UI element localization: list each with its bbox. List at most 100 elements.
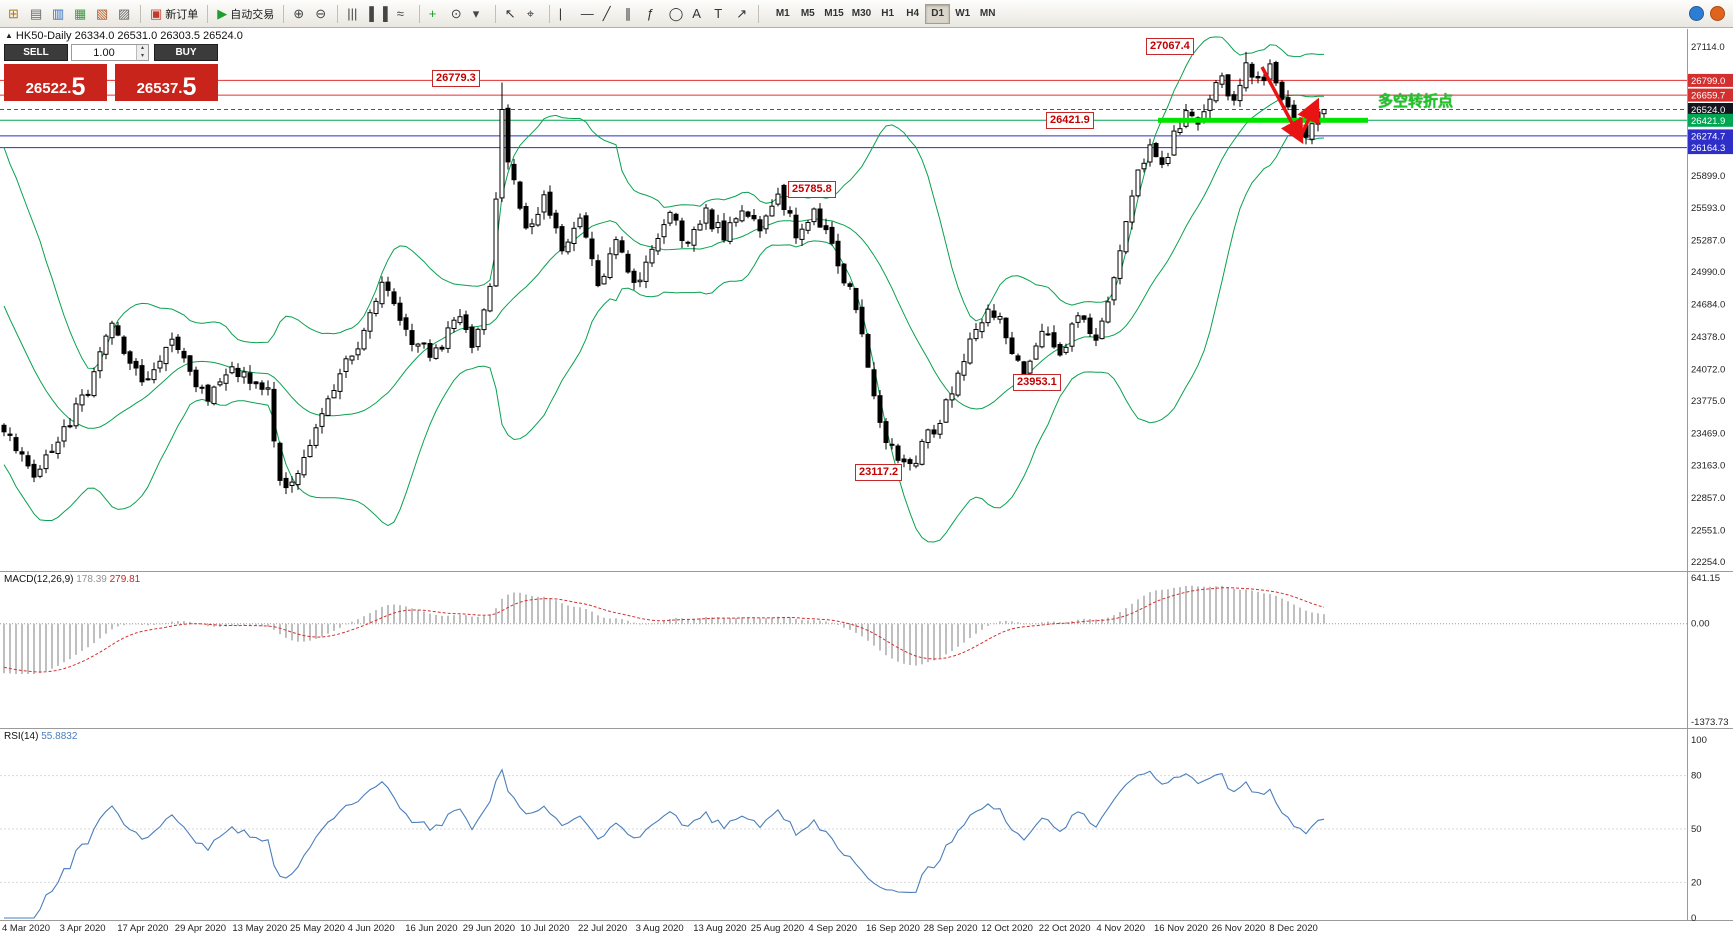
label-icon: T [714,6,723,21]
svg-text:23163.0: 23163.0 [1691,461,1725,472]
timeframe-mn[interactable]: MN [975,4,1000,24]
price-callout-26421.9[interactable]: 26421.9 [1046,112,1094,129]
timeframe-h1[interactable]: H1 [875,4,900,24]
terminal-icon[interactable]: ▨ [114,3,135,25]
bar-chart-icon[interactable]: ||| [343,3,364,25]
buy-price-display[interactable]: 26537. 5 [115,64,218,101]
one-click-trading-panel: SELL 1.00 ▴ ▾ BUY 26522. 5 26537. 5 [4,44,218,102]
svg-text:28 Sep 2020: 28 Sep 2020 [924,923,978,934]
new-order-button[interactable]: ▣ 新订单 [146,3,202,25]
trendline-icon[interactable]: ╱ [599,3,620,25]
toolbar-separator [207,4,209,23]
channel-icon: ∥ [624,6,632,21]
channel-icon[interactable]: ∥ [621,3,642,25]
svg-text:26164.3: 26164.3 [1691,143,1725,154]
support-zone-line[interactable] [1158,117,1368,123]
crosshair-icon: ⌖ [526,6,535,21]
periods-icon[interactable]: ⊙ [447,3,468,25]
svg-text:26799.0: 26799.0 [1691,76,1725,87]
horizontal-line-icon[interactable]: — [577,3,598,25]
svg-text:100: 100 [1691,735,1707,746]
svg-text:22 Jul 2020: 22 Jul 2020 [578,923,627,934]
alerts-icon[interactable] [1710,6,1725,21]
timeframe-d1[interactable]: D1 [925,3,951,24]
cursor-icon: ↖ [504,6,516,21]
price-callout-23117.2[interactable]: 23117.2 [855,464,903,481]
market-watch-icon: ▥ [52,6,65,21]
svg-text:25287.0: 25287.0 [1691,236,1725,247]
svg-text:23775.0: 23775.0 [1691,396,1725,407]
indicators-icon: + [428,6,437,21]
svg-text:25593.0: 25593.0 [1691,203,1725,214]
timeframe-m30[interactable]: M30 [848,4,875,24]
svg-text:16 Jun 2020: 16 Jun 2020 [405,923,457,934]
sell-price-display[interactable]: 26522. 5 [4,64,107,101]
svg-text:13 Aug 2020: 13 Aug 2020 [693,923,746,934]
indicators-icon[interactable]: + [425,3,446,25]
data-window-icon[interactable]: ▦ [70,3,91,25]
svg-text:16 Sep 2020: 16 Sep 2020 [866,923,920,934]
templates-icon[interactable]: ▾ [469,3,490,25]
rsi-levels [0,775,1687,883]
rsi-axis: 100 80 50 20 0 [1691,735,1707,924]
trend-arrow[interactable] [1260,66,1320,145]
arrows-icon[interactable]: ↗ [732,3,753,25]
vertical-line-icon[interactable]: | [555,3,576,25]
toolbar-separator [140,4,141,23]
spinner-down-icon[interactable]: ▾ [137,52,148,60]
price-callout-27067.4[interactable]: 27067.4 [1146,38,1194,55]
svg-text:4 Nov 2020: 4 Nov 2020 [1096,923,1145,934]
line-chart-icon[interactable]: ≈ [393,3,414,25]
volume-spinner[interactable]: ▴ ▾ [136,45,148,60]
autotrading-icon: ▶ [217,6,228,21]
price-axis[interactable]: 27114.0 25899.0 25593.0 25287.0 24990.0 24684… [1688,42,1733,568]
svg-text:23469.0: 23469.0 [1691,428,1725,439]
toolbar-right-icons [1689,6,1729,21]
annotation-text-cn[interactable]: 多空转折点 [1378,93,1454,110]
horizontal-price-lines[interactable] [0,79,1687,149]
candle-chart-icon[interactable]: ▌▐ [365,3,391,25]
buy-button[interactable]: BUY [154,44,218,61]
new-chart-icon[interactable]: ⊞ [4,3,25,25]
toolbar-separator [283,4,285,23]
label-icon[interactable]: T [710,3,731,25]
toolbar-separator [418,4,420,23]
horizontal-line-icon: — [580,6,594,21]
price-callout-23953.1[interactable]: 23953.1 [1013,374,1061,391]
cursor-icon[interactable]: ↖ [501,3,522,25]
navigator-icon[interactable]: ▧ [92,3,113,25]
shapes-icon[interactable]: ◯ [665,3,688,25]
trendline-icon: ╱ [602,6,611,21]
chart-profiles-icon[interactable]: ▤ [26,3,47,25]
date-axis[interactable]: 4 Mar 2020 3 Apr 2020 17 Apr 2020 29 Apr 20… [2,923,1318,934]
price-callout-26779.3[interactable]: 26779.3 [432,70,480,87]
autotrading-button[interactable]: ▶ 自动交易 [213,3,278,25]
svg-text:641.15: 641.15 [1691,573,1720,584]
svg-text:20: 20 [1691,877,1702,888]
svg-text:22254.0: 22254.0 [1691,557,1725,568]
timeframe-h4[interactable]: H4 [900,4,925,24]
svg-text:3 Aug 2020: 3 Aug 2020 [636,923,684,934]
crosshair-icon[interactable]: ⌖ [523,3,544,25]
help-icon[interactable] [1689,6,1704,21]
zoom-out-icon[interactable]: ⊖ [311,3,332,25]
zoom-in-icon[interactable]: ⊕ [289,3,310,25]
svg-text:0: 0 [1691,913,1696,924]
market-watch-icon[interactable]: ▥ [48,3,69,25]
volume-field[interactable]: 1.00 ▴ ▾ [71,44,149,61]
timeframe-m15[interactable]: M15 [820,4,847,24]
vertical-line-icon: | [558,6,563,21]
spinner-up-icon[interactable]: ▴ [137,45,148,53]
svg-text:25 May 2020: 25 May 2020 [290,923,345,934]
fibonacci-icon[interactable]: ƒ [643,3,664,25]
autotrading-button-label: 自动交易 [230,8,275,21]
text-icon[interactable]: A [688,3,709,25]
timeframe-m5[interactable]: M5 [795,4,820,24]
timeframe-w1[interactable]: W1 [950,4,975,24]
sell-button[interactable]: SELL [4,44,68,61]
svg-text:22 Oct 2020: 22 Oct 2020 [1039,923,1091,934]
periods-icon: ⊙ [450,6,462,21]
timeframe-m1[interactable]: M1 [770,4,795,24]
price-callout-25785.8[interactable]: 25785.8 [788,181,836,198]
